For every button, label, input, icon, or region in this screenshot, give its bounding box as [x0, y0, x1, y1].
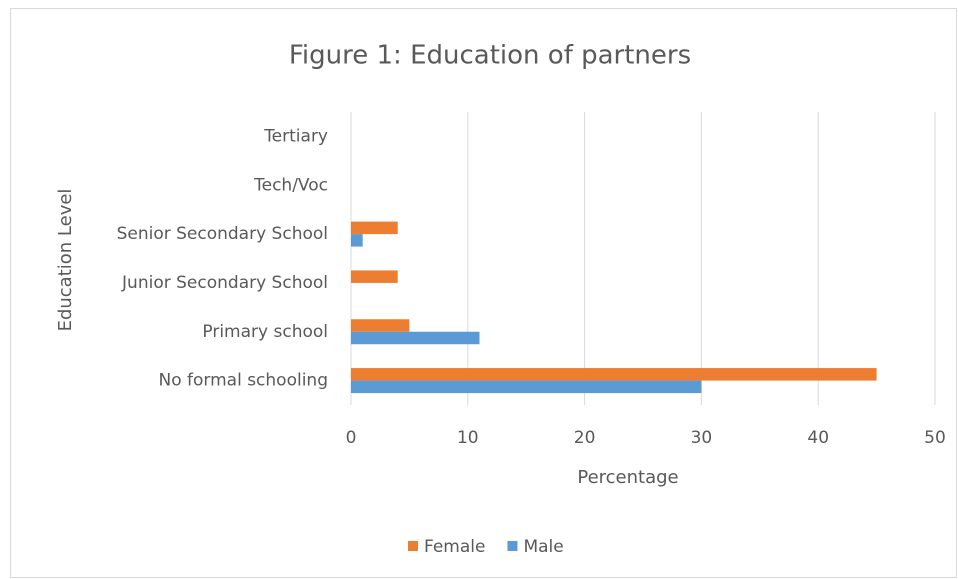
x-tick-label: 50 — [924, 428, 946, 448]
bar — [351, 234, 363, 247]
bar — [351, 380, 702, 394]
y-axis-label: Education Level — [55, 189, 76, 332]
bar — [351, 331, 480, 345]
y-tick-label: Senior Secondary School — [117, 224, 328, 244]
bar — [351, 368, 877, 381]
y-tick-label: No formal schooling — [159, 371, 329, 391]
x-tick-label: 30 — [691, 428, 713, 448]
chart-frame — [10, 8, 957, 578]
x-tick-label: 20 — [574, 428, 596, 448]
y-tick-label: Tech/Voc — [253, 175, 328, 195]
x-axis-label: Percentage — [577, 467, 678, 488]
legend-label: Female — [424, 537, 485, 557]
chart-title: Figure 1: Education of partners — [289, 41, 691, 71]
legend-swatch — [408, 541, 418, 551]
y-tick-label: Primary school — [202, 322, 328, 342]
x-tick-label: 0 — [346, 428, 357, 448]
x-tick-label: 40 — [807, 428, 829, 448]
bar — [351, 270, 398, 283]
x-tick-label: 10 — [457, 428, 479, 448]
bar — [351, 319, 410, 332]
y-tick-label: Junior Secondary School — [121, 273, 328, 293]
legend-swatch — [507, 541, 518, 551]
bar — [351, 221, 398, 235]
y-tick-label: Tertiary — [263, 126, 328, 146]
legend-label: Male — [523, 537, 563, 557]
